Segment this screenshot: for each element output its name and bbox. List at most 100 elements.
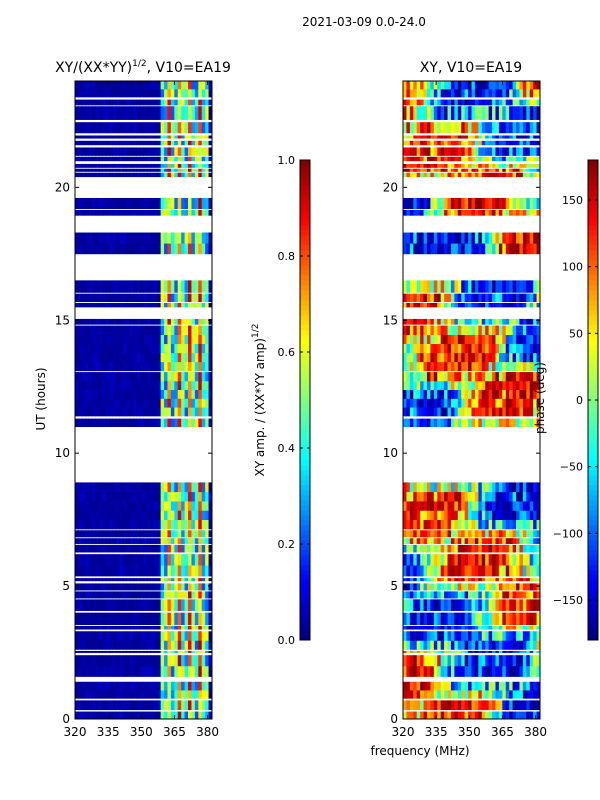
phase-colorbar-segment [588,375,598,381]
phase-heatmap-cell [526,554,531,566]
phase-heatmap-cell [440,172,445,178]
phase-heatmap-cell [440,538,445,544]
phase-heatmap-cell [409,491,414,502]
amp-heatmap-cell [109,530,114,538]
amp-heatmap-cell [95,501,100,511]
amp-heatmap-cell [109,565,114,577]
amp-heatmap-cell [122,197,127,209]
phase-heatmap-cell [471,554,476,566]
amp-heatmap-cell [122,530,127,538]
amp-heatmap-cell [198,418,203,427]
amp-heatmap-cell [174,243,179,255]
amp-heatmap-cell [208,293,213,303]
phase-heatmap-cell [529,530,534,538]
amp-heatmap-cell [105,343,110,354]
phase-heatmap-cell [502,88,507,98]
amp-colorbar-tick-label: 0.4 [278,442,296,455]
amp-heatmap-cell [133,631,138,641]
phase-heatmap-cell [437,418,442,427]
phase-heatmap-cell [485,172,490,178]
amp-heatmap-cell [126,655,131,667]
phase-heatmap-cell [478,243,483,255]
amp-heatmap-cell [122,583,127,591]
phase-heatmap-cell [474,501,479,511]
amp-heatmap-cell [188,88,192,98]
phase-heatmap-cell [450,361,455,372]
amp-heatmap-cell [116,302,120,308]
amp-heatmap-cell [105,81,110,90]
amp-heatmap-cell [146,168,151,172]
phase-heatmap-cell [454,544,459,553]
phase-heatmap-cell [471,530,476,538]
phase-heatmap-cell [505,209,510,216]
amp-heatmap-cell [191,88,196,98]
amp-heatmap-cell [75,681,79,691]
phase-heatmap-cell [433,591,438,599]
amp-heatmap-cell [143,591,148,599]
amp-heatmap-cell [122,88,127,98]
amp-heatmap-cell [81,156,86,162]
phase-heatmap-cell [403,135,407,139]
phase-heatmap-cell [468,554,472,566]
phase-heatmap-cell [437,591,442,599]
phase-heatmap-cell [478,538,483,544]
amp-heatmap-cell [75,640,79,650]
phase-heatmap-cell [457,398,462,408]
amp-heatmap-cell [205,612,209,626]
amp-heatmap-cell [201,172,206,178]
amp-heatmap-cell [133,599,138,611]
phase-heatmap-cell [461,232,466,244]
amp-heatmap-cell [129,510,134,521]
phase-heatmap-cell [406,583,411,591]
amp-heatmap-cell [105,565,110,577]
phase-heatmap-cell [447,591,452,599]
phase-heatmap-cell [519,690,524,699]
phase-heatmap-cell [426,612,431,626]
amp-heatmap-cell [92,389,96,399]
amp-heatmap-panel: XY/(XX*YY)1/2, V10=EA19 320 335 350 365 3800… [34,59,231,739]
amp-heatmap-cell [184,583,189,591]
amp-heatmap-cell [122,418,127,427]
amp-heatmap-cell [92,650,96,653]
phase-heatmap-cell [426,599,431,611]
phase-heatmap-cell [488,122,493,134]
amp-heatmap-cell [116,554,120,566]
phase-heatmap-cell [440,156,445,162]
phase-heatmap-cell [464,583,469,591]
amp-heatmap-cell [160,711,165,720]
amp-heatmap-cell [109,407,114,417]
amp-heatmap-cell [92,631,96,641]
amp-heatmap-cell [167,407,172,417]
phase-heatmap-cell [529,232,534,244]
amp-heatmap-cell [119,106,124,120]
phase-heatmap-cell [505,99,510,106]
amp-heatmap-cell [174,352,179,363]
amp-heatmap-cell [167,578,172,582]
phase-heatmap-cell [519,81,524,90]
phase-colorbar-segment [588,245,598,251]
phase-heatmap-cell [509,243,514,255]
amp-heatmap-cell [85,640,90,650]
amp-heatmap-cell [167,583,172,591]
phase-heatmap-cell [437,519,442,530]
amp-heatmap-cell [157,156,162,162]
phase-heatmap-cell [450,665,455,677]
phase-heatmap-cell [430,361,435,372]
phase-heatmap-cell [512,530,517,538]
phase-heatmap-cell [526,665,531,677]
phase-heatmap-cell [488,232,493,244]
phase-heatmap-cell [447,172,452,178]
amp-heatmap-cell [102,334,107,345]
phase-heatmap-cell [526,140,531,146]
amp-heatmap-cell [102,650,107,653]
phase-heatmap-cell [505,156,510,162]
amp-colorbar-segment [300,540,310,546]
amp-heatmap-cell [194,538,199,544]
phase-heatmap-cell [440,106,445,120]
amp-heatmap-cell [85,700,90,711]
amp-heatmap-cell [85,106,90,120]
phase-heatmap-cell [529,343,534,354]
amp-heatmap-cell [177,482,182,493]
amp-heatmap-cell [153,168,158,172]
phase-heatmap-cell [464,163,469,168]
